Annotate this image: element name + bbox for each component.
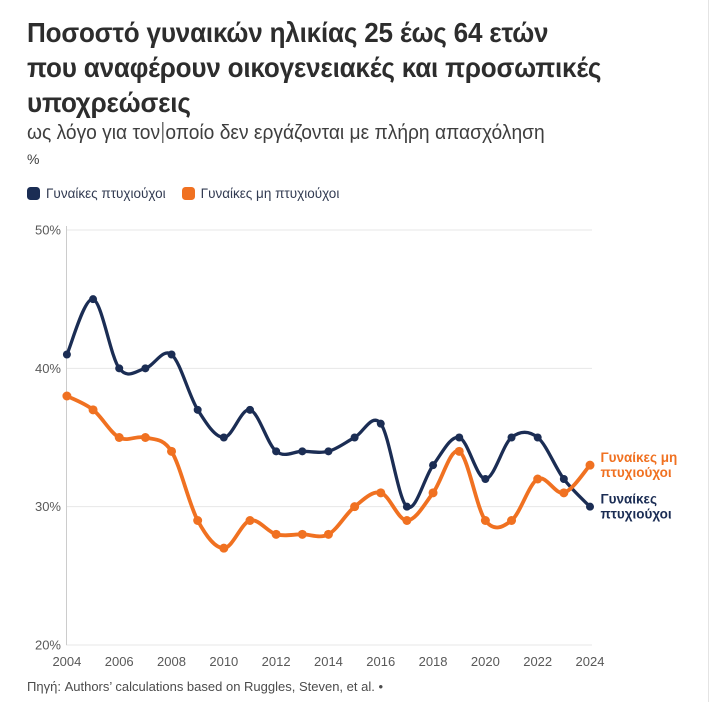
x-tick-label: 2024 bbox=[576, 654, 605, 669]
data-point[interactable] bbox=[167, 350, 176, 359]
data-point[interactable] bbox=[533, 474, 543, 484]
y-tick-label: 20% bbox=[35, 638, 61, 653]
page-title: Ποσοστό γυναικών ηλικίας 25 έως 64 ετών … bbox=[27, 15, 601, 120]
title-line-2: που αναφέρουν οικογενειακές και προσωπικ… bbox=[27, 52, 602, 83]
data-point[interactable] bbox=[481, 475, 490, 483]
x-tick-label: 2008 bbox=[157, 654, 186, 669]
data-point[interactable] bbox=[323, 529, 333, 539]
data-point[interactable] bbox=[559, 488, 569, 498]
x-tick-label: 2018 bbox=[419, 654, 448, 669]
y-tick-label: 30% bbox=[35, 499, 61, 514]
data-point[interactable] bbox=[428, 488, 438, 498]
subtitle-text-after: οποίο δεν εργάζονται με πλήρη απασχόληση bbox=[165, 122, 545, 144]
data-point[interactable] bbox=[219, 543, 229, 553]
data-point[interactable] bbox=[507, 516, 517, 525]
x-tick-label: 2016 bbox=[366, 654, 395, 669]
data-point[interactable] bbox=[167, 446, 177, 456]
data-point[interactable] bbox=[297, 529, 307, 539]
legend-item-label: Γυναίκες μη πτυχιούχοι bbox=[200, 186, 340, 201]
data-point[interactable] bbox=[298, 447, 307, 456]
content-right-border bbox=[708, 0, 709, 702]
data-point[interactable] bbox=[245, 516, 255, 525]
data-point[interactable] bbox=[350, 433, 359, 442]
x-tick-label: 2010 bbox=[209, 654, 238, 669]
data-point[interactable] bbox=[533, 433, 542, 442]
data-point[interactable] bbox=[586, 502, 594, 511]
legend: Γυναίκες πτυχιούχοι Γυναίκες μη πτυχιούχο… bbox=[27, 186, 339, 201]
title-line-1: Ποσοστό γυναικών ηλικίας 25 έως 64 ετών bbox=[27, 17, 549, 48]
x-tick-label: 2006 bbox=[105, 654, 134, 669]
data-point[interactable] bbox=[271, 529, 281, 539]
x-tick-label: 2012 bbox=[262, 654, 291, 669]
data-point[interactable] bbox=[193, 516, 203, 525]
data-point[interactable] bbox=[585, 460, 595, 470]
data-point[interactable] bbox=[89, 295, 98, 304]
series-line-2 bbox=[65, 394, 592, 551]
data-point[interactable] bbox=[62, 391, 72, 401]
series-end-label: Γυναίκες μη bbox=[601, 450, 678, 465]
source-note: Πηγή: Authors’ calculations based on Rug… bbox=[27, 679, 383, 694]
x-tick-label: 2020 bbox=[471, 654, 500, 669]
legend-item-1[interactable]: Γυναίκες πτυχιούχοι bbox=[27, 186, 166, 201]
data-point[interactable] bbox=[88, 405, 98, 415]
data-point[interactable] bbox=[480, 516, 490, 525]
data-point[interactable] bbox=[114, 433, 124, 442]
data-point[interactable] bbox=[245, 405, 254, 414]
series-end-label: Γυναίκες bbox=[601, 492, 658, 507]
series-end-label: πτυχιούχοι bbox=[601, 507, 672, 522]
subtitle-text-before: ως λόγο για τον bbox=[27, 122, 161, 144]
data-point[interactable] bbox=[402, 502, 411, 511]
title-line-3: υποχρεώσεις bbox=[27, 87, 191, 118]
x-tick-label: 2014 bbox=[314, 654, 343, 669]
data-point[interactable] bbox=[376, 488, 386, 498]
legend-item-2[interactable]: Γυναίκες μη πτυχιούχοι bbox=[181, 186, 340, 201]
series-end-label: πτυχιούχοι bbox=[601, 465, 672, 480]
text-cursor bbox=[162, 122, 164, 143]
data-point[interactable] bbox=[454, 446, 464, 456]
series-line-1 bbox=[65, 297, 592, 510]
data-point[interactable] bbox=[455, 433, 464, 442]
legend-item-label: Γυναίκες πτυχιούχοι bbox=[46, 186, 166, 201]
x-tick-label: 2004 bbox=[52, 654, 81, 669]
y-axis-unit-label: % bbox=[27, 151, 40, 167]
data-point[interactable] bbox=[140, 433, 150, 442]
data-point[interactable] bbox=[559, 475, 568, 483]
data-point[interactable] bbox=[429, 461, 438, 470]
data-point[interactable] bbox=[272, 447, 281, 456]
legend-swatch-icon bbox=[181, 187, 195, 200]
data-point[interactable] bbox=[219, 433, 228, 442]
data-point[interactable] bbox=[350, 502, 360, 512]
data-point[interactable] bbox=[402, 516, 412, 525]
legend-swatch-icon bbox=[27, 187, 40, 200]
data-point[interactable] bbox=[324, 447, 333, 456]
x-tick-label: 2022 bbox=[523, 654, 552, 669]
page-subtitle: ως λόγο για τον οποίο δεν εργάζονται με π… bbox=[27, 122, 545, 145]
y-tick-label: 40% bbox=[35, 361, 61, 376]
data-point[interactable] bbox=[507, 433, 516, 442]
data-point[interactable] bbox=[115, 364, 124, 373]
data-point[interactable] bbox=[376, 419, 385, 428]
y-tick-label: 50% bbox=[35, 223, 61, 238]
data-point[interactable] bbox=[62, 350, 71, 359]
data-point[interactable] bbox=[141, 364, 150, 373]
data-point[interactable] bbox=[193, 405, 202, 414]
